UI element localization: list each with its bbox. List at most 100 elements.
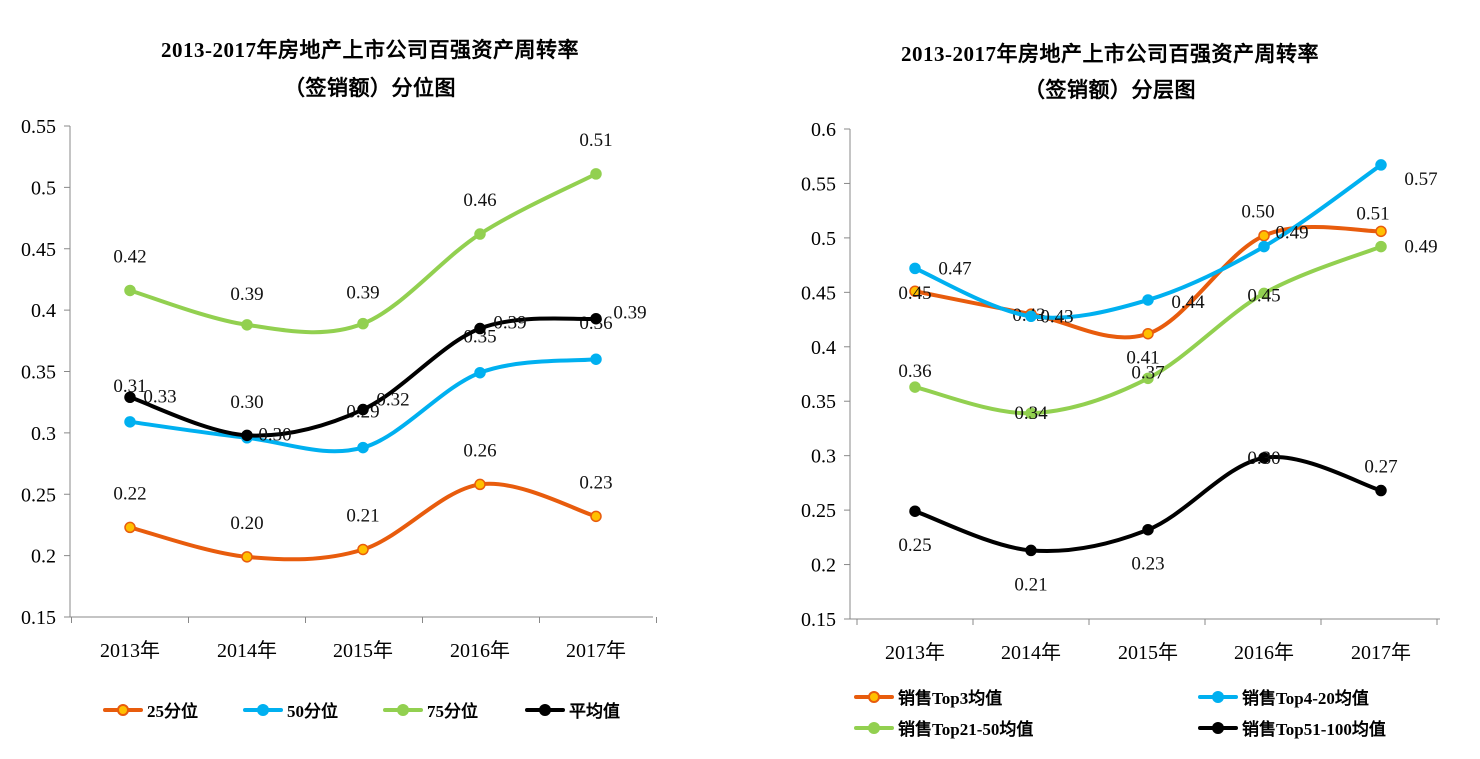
data-point <box>475 368 485 378</box>
data-label: 0.47 <box>938 258 971 279</box>
y-tick-label: 0.3 <box>811 446 836 468</box>
data-point <box>475 324 485 334</box>
y-tick-label: 0.35 <box>801 391 836 413</box>
series-line <box>915 227 1381 337</box>
data-point <box>591 169 601 179</box>
legend-item-top4-20: 销售Top4-20均值 <box>1198 684 1369 709</box>
data-label: 0.21 <box>346 505 379 526</box>
data-label: 0.44 <box>1171 292 1205 313</box>
data-point <box>910 506 920 516</box>
y-tick-label: 0.6 <box>811 119 836 141</box>
x-tick-label: 2016年 <box>1234 641 1294 664</box>
legend-item-top3: 销售Top3均值 <box>854 684 1002 709</box>
data-point <box>1376 242 1386 252</box>
data-label: 0.39 <box>493 313 526 334</box>
data-label: 0.57 <box>1404 169 1437 190</box>
data-label: 0.46 <box>463 190 496 211</box>
data-label: 0.42 <box>113 246 146 267</box>
data-point <box>125 522 135 532</box>
x-tick-label: 2015年 <box>1118 641 1178 664</box>
data-label: 0.45 <box>898 283 931 304</box>
legend-swatch <box>854 721 894 735</box>
data-point <box>1026 545 1036 555</box>
data-point <box>591 354 601 364</box>
data-label: 0.21 <box>1014 574 1047 595</box>
chart-panel-left: 2013-2017年房地产上市公司百强资产周转率 （签销额）分位图 0.15 0.… <box>0 0 740 759</box>
data-point <box>475 229 485 239</box>
legend-item-50: 50分位 <box>243 697 338 722</box>
data-label: 0.33 <box>143 386 176 407</box>
x-tick-label: 2014年 <box>217 639 277 662</box>
x-tick-label: 2017年 <box>566 639 626 662</box>
data-point <box>910 263 920 273</box>
data-point <box>125 285 135 295</box>
data-point <box>1143 525 1153 535</box>
x-tick-label: 2014年 <box>1001 641 1061 664</box>
data-label: 0.22 <box>113 483 146 504</box>
data-label: 0.23 <box>1131 554 1164 575</box>
legend-item-75: 75分位 <box>383 697 478 722</box>
data-point <box>910 382 920 392</box>
data-point <box>1143 295 1153 305</box>
data-point <box>242 320 252 330</box>
data-point <box>1143 329 1153 339</box>
legend-label: 销售Top51-100均值 <box>1242 715 1386 740</box>
x-tick-label: 2017年 <box>1351 641 1411 664</box>
x-tick-label: 2016年 <box>450 639 510 662</box>
data-point <box>1259 242 1269 252</box>
y-tick-label: 0.45 <box>21 239 56 261</box>
data-point <box>125 417 135 427</box>
data-point <box>358 443 368 453</box>
chart-plot-left: 0.15 0.2 0.25 0.3 0.35 0.4 0.45 0.5 0.55 2013年 201… <box>0 0 740 759</box>
data-label: 0.39 <box>346 283 379 304</box>
chart-plot-right: 0.15 0.2 0.25 0.3 0.35 0.4 0.45 0.5 0.55 0.6 2013年… <box>740 0 1480 759</box>
data-point <box>1376 486 1386 496</box>
y-tick-label: 0.2 <box>31 546 56 568</box>
data-point <box>1376 226 1386 236</box>
legend-label: 50分位 <box>287 697 338 722</box>
legend-swatch <box>1198 721 1238 735</box>
x-tick-label: 2013年 <box>885 641 945 664</box>
data-point <box>358 544 368 554</box>
y-tick-label: 0.15 <box>801 609 836 631</box>
data-label: 0.34 <box>1014 403 1048 424</box>
legend-swatch <box>103 703 143 717</box>
legend-swatch <box>243 703 283 717</box>
legend-swatch <box>525 703 565 717</box>
legend-label: 销售Top3均值 <box>898 684 1002 709</box>
y-tick-label: 0.4 <box>811 337 836 359</box>
data-label: 0.45 <box>1247 285 1280 306</box>
legend-item-top21-50: 销售Top21-50均值 <box>854 715 1033 740</box>
data-label: 0.50 <box>1241 202 1274 223</box>
legend-item-top51-100: 销售Top51-100均值 <box>1198 715 1386 740</box>
data-label: 0.43 <box>1040 306 1073 327</box>
legend-swatch <box>1198 690 1238 704</box>
data-label: 0.39 <box>230 284 263 305</box>
data-label: 0.39 <box>613 303 646 324</box>
data-point <box>242 430 252 440</box>
data-label: 0.32 <box>376 390 409 411</box>
data-point <box>242 552 252 562</box>
legend-swatch <box>383 703 423 717</box>
data-label: 0.30 <box>1247 448 1280 469</box>
data-point <box>591 511 601 521</box>
data-label: 0.51 <box>1356 203 1389 224</box>
y-tick-label: 0.3 <box>31 423 56 445</box>
y-tick-label: 0.15 <box>21 607 56 629</box>
legend-label: 销售Top21-50均值 <box>898 715 1033 740</box>
data-label: 0.49 <box>1275 223 1308 244</box>
data-label: 0.37 <box>1131 362 1164 383</box>
legend-label: 25分位 <box>147 697 198 722</box>
y-tick-label: 0.35 <box>21 362 56 384</box>
x-tick-label: 2013年 <box>100 639 160 662</box>
data-label: 0.20 <box>230 513 263 534</box>
data-label: 0.23 <box>579 472 612 493</box>
data-label: 0.25 <box>898 535 931 556</box>
data-label: 0.30 <box>230 392 263 413</box>
data-point <box>591 314 601 324</box>
data-label: 0.26 <box>463 440 496 461</box>
y-tick-label: 0.2 <box>811 555 836 577</box>
legend-label: 75分位 <box>427 697 478 722</box>
x-tick-label: 2015年 <box>333 639 393 662</box>
data-point <box>358 405 368 415</box>
